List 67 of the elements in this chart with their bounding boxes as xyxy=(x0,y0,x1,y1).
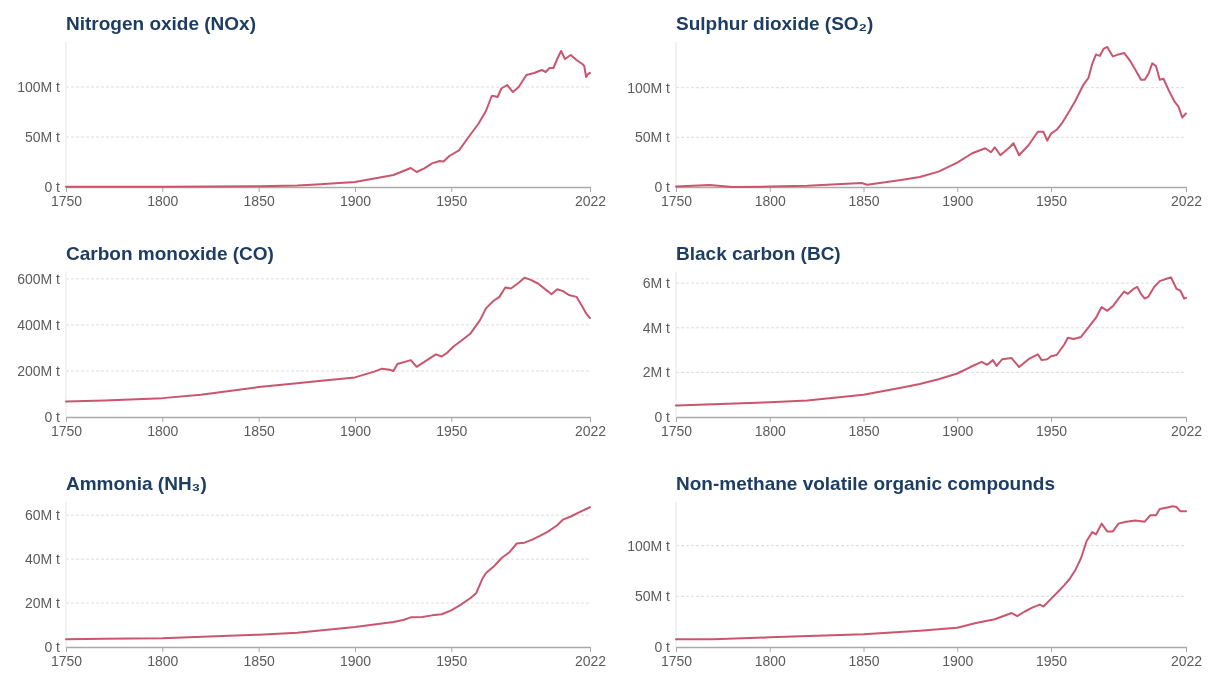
x-tick-label: 1950 xyxy=(436,192,468,209)
y-tick-label: 400M t xyxy=(17,316,61,333)
x-tick-label: 1850 xyxy=(848,422,880,439)
chart-title: Nitrogen oxide (NOx) xyxy=(66,13,257,34)
x-tick-label: 1750 xyxy=(660,192,693,209)
x-tick-label: 2022 xyxy=(574,422,607,439)
y-tick-label: 100M t xyxy=(17,78,61,95)
x-tick-label: 1950 xyxy=(1035,422,1068,439)
y-tick-label: 100M t xyxy=(627,79,671,96)
x-tick-label: 1850 xyxy=(848,192,880,209)
y-tick-label: 50M t xyxy=(24,128,61,145)
y-tick-label: 0 t xyxy=(44,408,61,425)
line-series xyxy=(65,506,591,641)
x-tick-label: 1900 xyxy=(942,422,974,439)
y-tick-label: 50M t xyxy=(634,129,671,146)
chart-title: Non-methane volatile organic compounds xyxy=(676,473,1055,494)
x-tick-label: 1750 xyxy=(660,422,693,439)
y-tick-label: 200M t xyxy=(17,362,61,379)
x-tick-label: 1950 xyxy=(436,652,468,669)
x-tick-label: 1750 xyxy=(50,652,83,669)
line-series xyxy=(675,505,1187,641)
x-tick-label: 1850 xyxy=(243,652,275,669)
x-tick-label: 1900 xyxy=(942,192,974,209)
x-tick-label: 1800 xyxy=(147,652,179,669)
y-tick-label: 40M t xyxy=(24,551,61,568)
x-tick-label: 1900 xyxy=(339,422,372,439)
chart-title: Ammonia (NH₃) xyxy=(66,473,207,494)
chart-title: Sulphur dioxide (SO₂) xyxy=(676,13,874,34)
chart-title: Carbon monoxide (CO) xyxy=(66,243,274,264)
y-tick-label: 2M t xyxy=(642,364,671,381)
x-tick-label: 1950 xyxy=(1035,192,1068,209)
y-tick-label: 0 t xyxy=(654,638,671,655)
y-tick-label: 0 t xyxy=(44,178,61,195)
x-tick-label: 1750 xyxy=(50,192,83,209)
chart-title: Black carbon (BC) xyxy=(676,243,841,264)
y-tick-label: 0 t xyxy=(654,408,671,425)
x-tick-label: 1800 xyxy=(147,422,179,439)
y-tick-label: 50M t xyxy=(634,588,671,605)
x-tick-label: 1800 xyxy=(147,192,179,209)
x-tick-label: 1900 xyxy=(339,192,372,209)
y-tick-label: 0 t xyxy=(654,178,671,195)
x-tick-label: 1800 xyxy=(754,652,787,669)
y-tick-label: 6M t xyxy=(642,275,671,292)
x-tick-label: 1850 xyxy=(243,192,275,209)
x-tick-label: 1800 xyxy=(754,422,787,439)
x-tick-label: 2022 xyxy=(574,652,607,669)
line-series xyxy=(675,276,1187,407)
x-tick-label: 1900 xyxy=(942,652,974,669)
x-tick-label: 1950 xyxy=(436,422,468,439)
x-tick-label: 2022 xyxy=(1170,652,1203,669)
y-tick-label: 4M t xyxy=(642,319,671,336)
y-tick-label: 20M t xyxy=(24,595,61,612)
x-tick-label: 1950 xyxy=(1035,652,1068,669)
x-tick-label: 1750 xyxy=(660,652,693,669)
x-tick-label: 1800 xyxy=(754,192,787,209)
y-tick-label: 60M t xyxy=(24,507,61,524)
x-tick-label: 2022 xyxy=(1170,192,1203,209)
y-tick-label: 100M t xyxy=(627,537,671,554)
y-tick-label: 600M t xyxy=(17,270,61,287)
line-series xyxy=(65,276,591,403)
y-tick-label: 0 t xyxy=(44,638,61,655)
x-tick-label: 2022 xyxy=(574,192,607,209)
x-tick-label: 1850 xyxy=(243,422,275,439)
x-tick-label: 1750 xyxy=(50,422,83,439)
x-tick-label: 2022 xyxy=(1170,422,1203,439)
x-tick-label: 1850 xyxy=(848,652,880,669)
x-tick-label: 1900 xyxy=(339,652,372,669)
